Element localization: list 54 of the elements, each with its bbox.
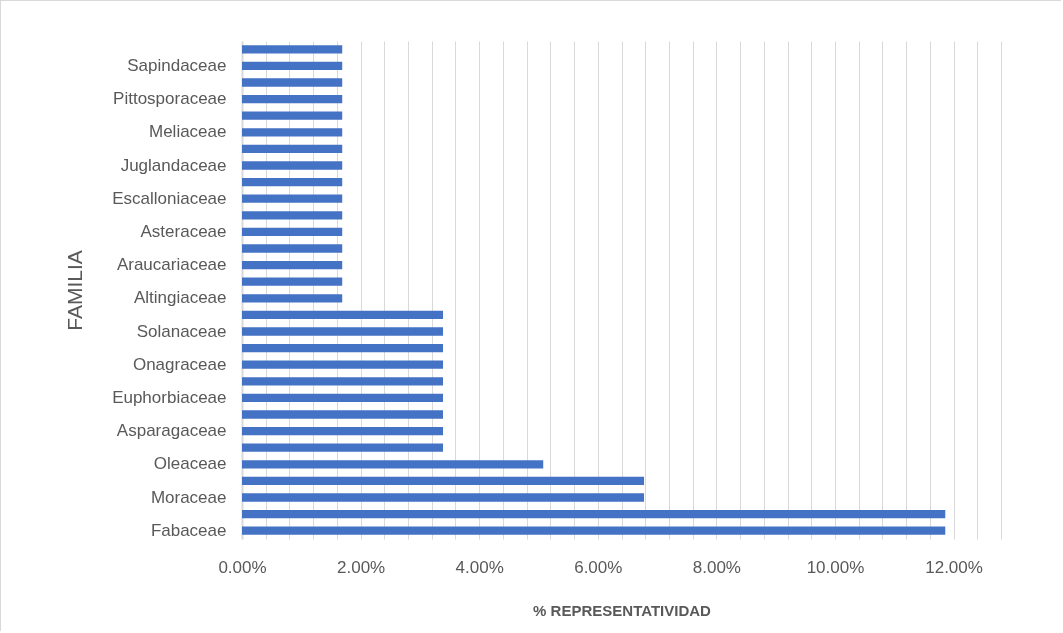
bar bbox=[242, 509, 946, 519]
y-tick-label: Juglandaceae bbox=[120, 155, 227, 175]
bar bbox=[242, 277, 343, 286]
bar bbox=[242, 426, 444, 436]
bar bbox=[242, 161, 343, 170]
bar bbox=[242, 128, 343, 137]
x-tick-label: 0.00% bbox=[218, 557, 267, 577]
x-tick-label: 10.00% bbox=[806, 557, 865, 577]
bar bbox=[242, 343, 444, 353]
bar bbox=[242, 61, 343, 71]
bar bbox=[242, 377, 444, 386]
y-tick-label: Oleaceae bbox=[153, 454, 227, 474]
bar bbox=[242, 211, 343, 220]
bar bbox=[242, 460, 544, 469]
y-tick-label: Solanaceae bbox=[136, 321, 227, 341]
bar bbox=[242, 393, 444, 403]
y-tick-label: Escalloniaceae bbox=[112, 188, 227, 208]
bar bbox=[242, 45, 343, 54]
x-tick-label: 2.00% bbox=[336, 557, 386, 577]
bar bbox=[242, 410, 444, 419]
x-axis-title: % REPRESENTATIVIDAD bbox=[533, 601, 712, 619]
y-tick-label: Sapindaceae bbox=[127, 55, 227, 75]
y-tick-label: Altingiaceae bbox=[133, 288, 227, 308]
x-tick-label: 8.00% bbox=[692, 557, 741, 577]
y-tick-label: Asparagaceae bbox=[116, 421, 227, 441]
y-tick-label: Fabaceae bbox=[150, 520, 227, 540]
bar bbox=[242, 177, 343, 187]
y-tick-label: Euphorbiaceae bbox=[112, 387, 227, 407]
bar bbox=[242, 227, 343, 237]
x-tick-label: 6.00% bbox=[574, 557, 623, 577]
bar bbox=[242, 476, 645, 486]
bar bbox=[242, 260, 343, 270]
bar bbox=[242, 194, 343, 203]
bar bbox=[242, 443, 444, 452]
y-tick-label: Araucariaceae bbox=[116, 255, 227, 275]
bar bbox=[242, 310, 444, 320]
y-tick-label: Pittosporaceae bbox=[113, 89, 227, 109]
x-tick-label: 4.00% bbox=[455, 557, 504, 577]
bar bbox=[242, 294, 343, 303]
bar bbox=[242, 493, 645, 502]
bar bbox=[242, 526, 946, 535]
bar bbox=[242, 78, 343, 87]
bar bbox=[242, 94, 343, 104]
bar bbox=[242, 327, 444, 336]
bar bbox=[242, 144, 343, 154]
y-tick-label: Onagraceae bbox=[132, 354, 227, 374]
bar bbox=[242, 244, 343, 253]
y-axis-title: FAMILIA bbox=[63, 250, 87, 331]
x-tick-label: 12.00% bbox=[925, 557, 983, 577]
y-tick-label: Meliaceae bbox=[149, 122, 227, 142]
bar bbox=[242, 360, 444, 369]
bar bbox=[242, 111, 343, 120]
y-tick-label: Asteraceae bbox=[140, 221, 227, 241]
y-tick-label: Moraceae bbox=[150, 487, 227, 507]
